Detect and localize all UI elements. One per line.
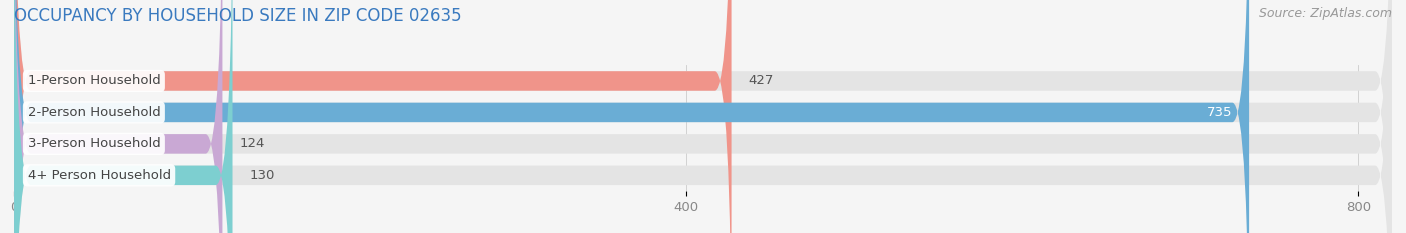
Text: 427: 427 [748, 75, 773, 87]
Text: 124: 124 [239, 137, 264, 150]
Text: OCCUPANCY BY HOUSEHOLD SIZE IN ZIP CODE 02635: OCCUPANCY BY HOUSEHOLD SIZE IN ZIP CODE … [14, 7, 461, 25]
FancyBboxPatch shape [14, 0, 1392, 233]
FancyBboxPatch shape [14, 0, 1392, 233]
FancyBboxPatch shape [14, 0, 1392, 233]
FancyBboxPatch shape [14, 0, 1249, 233]
FancyBboxPatch shape [14, 0, 232, 233]
Text: 130: 130 [249, 169, 274, 182]
Text: 735: 735 [1206, 106, 1232, 119]
Text: 1-Person Household: 1-Person Household [28, 75, 160, 87]
Text: 3-Person Household: 3-Person Household [28, 137, 160, 150]
Text: 4+ Person Household: 4+ Person Household [28, 169, 170, 182]
FancyBboxPatch shape [14, 0, 222, 233]
Text: Source: ZipAtlas.com: Source: ZipAtlas.com [1258, 7, 1392, 20]
Text: 2-Person Household: 2-Person Household [28, 106, 160, 119]
FancyBboxPatch shape [14, 0, 731, 233]
FancyBboxPatch shape [14, 0, 1392, 233]
